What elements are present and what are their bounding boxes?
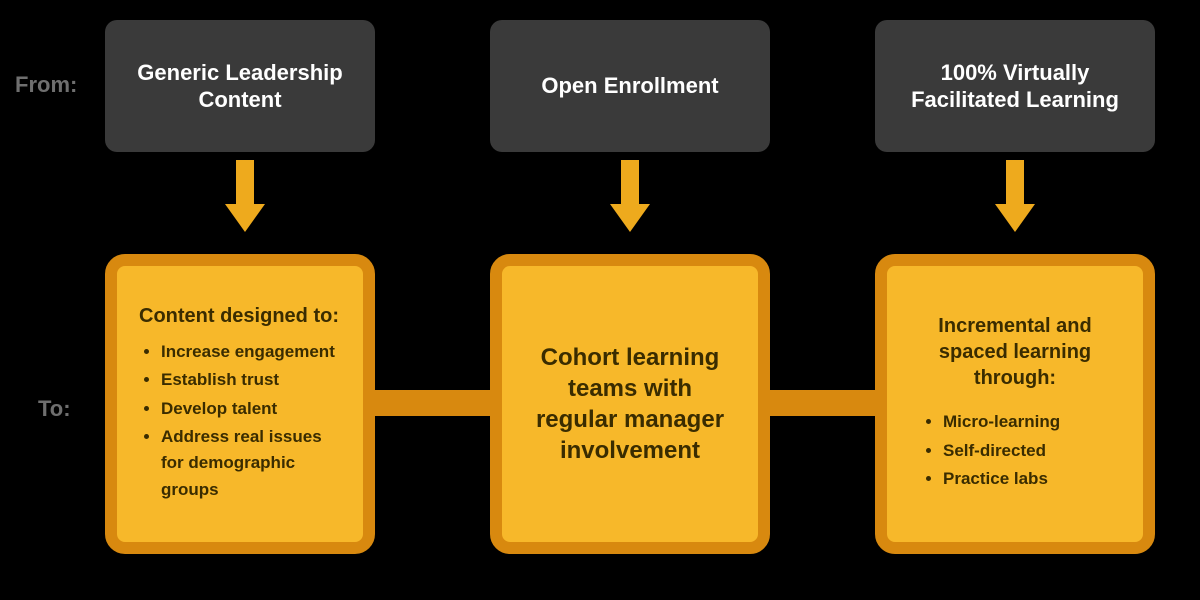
to-box-title: Cohort learning teams with regular manag… xyxy=(524,342,736,467)
arrow-head xyxy=(610,204,650,232)
from-box-text: Open Enrollment xyxy=(541,72,718,100)
arrow-down-icon xyxy=(995,160,1035,232)
list-item: Practice labs xyxy=(943,466,1121,492)
to-box-title: Content designed to: xyxy=(139,303,341,329)
arrow-down-icon xyxy=(225,160,265,232)
to-box-title: Incremental and spaced learning through: xyxy=(909,313,1121,391)
to-label: To: xyxy=(38,396,71,422)
to-box-list: Micro-learning Self-directed Practice la… xyxy=(909,409,1121,494)
to-box-list: Increase engagement Establish trust Deve… xyxy=(139,339,341,505)
connector-bar xyxy=(770,390,875,416)
arrow-shaft xyxy=(1006,160,1024,204)
from-box-1: Open Enrollment xyxy=(490,20,770,152)
list-item: Address real issues for demographic grou… xyxy=(161,424,341,503)
to-box-2: Incremental and spaced learning through:… xyxy=(875,254,1155,554)
arrow-head xyxy=(225,204,265,232)
from-label: From: xyxy=(15,72,77,98)
diagram-stage: From: To: Generic Leadership Content Ope… xyxy=(0,0,1200,600)
to-box-1: Cohort learning teams with regular manag… xyxy=(490,254,770,554)
list-item: Increase engagement xyxy=(161,339,341,365)
connector-bar xyxy=(375,390,490,416)
list-item: Develop talent xyxy=(161,396,341,422)
from-box-text: Generic Leadership Content xyxy=(125,59,355,114)
arrow-head xyxy=(995,204,1035,232)
from-box-2: 100% Virtually Facilitated Learning xyxy=(875,20,1155,152)
list-item: Establish trust xyxy=(161,367,341,393)
list-item: Self-directed xyxy=(943,438,1121,464)
from-box-0: Generic Leadership Content xyxy=(105,20,375,152)
from-box-text: 100% Virtually Facilitated Learning xyxy=(895,59,1135,114)
arrow-shaft xyxy=(621,160,639,204)
list-item: Micro-learning xyxy=(943,409,1121,435)
arrow-down-icon xyxy=(610,160,650,232)
arrow-shaft xyxy=(236,160,254,204)
to-box-0: Content designed to: Increase engagement… xyxy=(105,254,375,554)
